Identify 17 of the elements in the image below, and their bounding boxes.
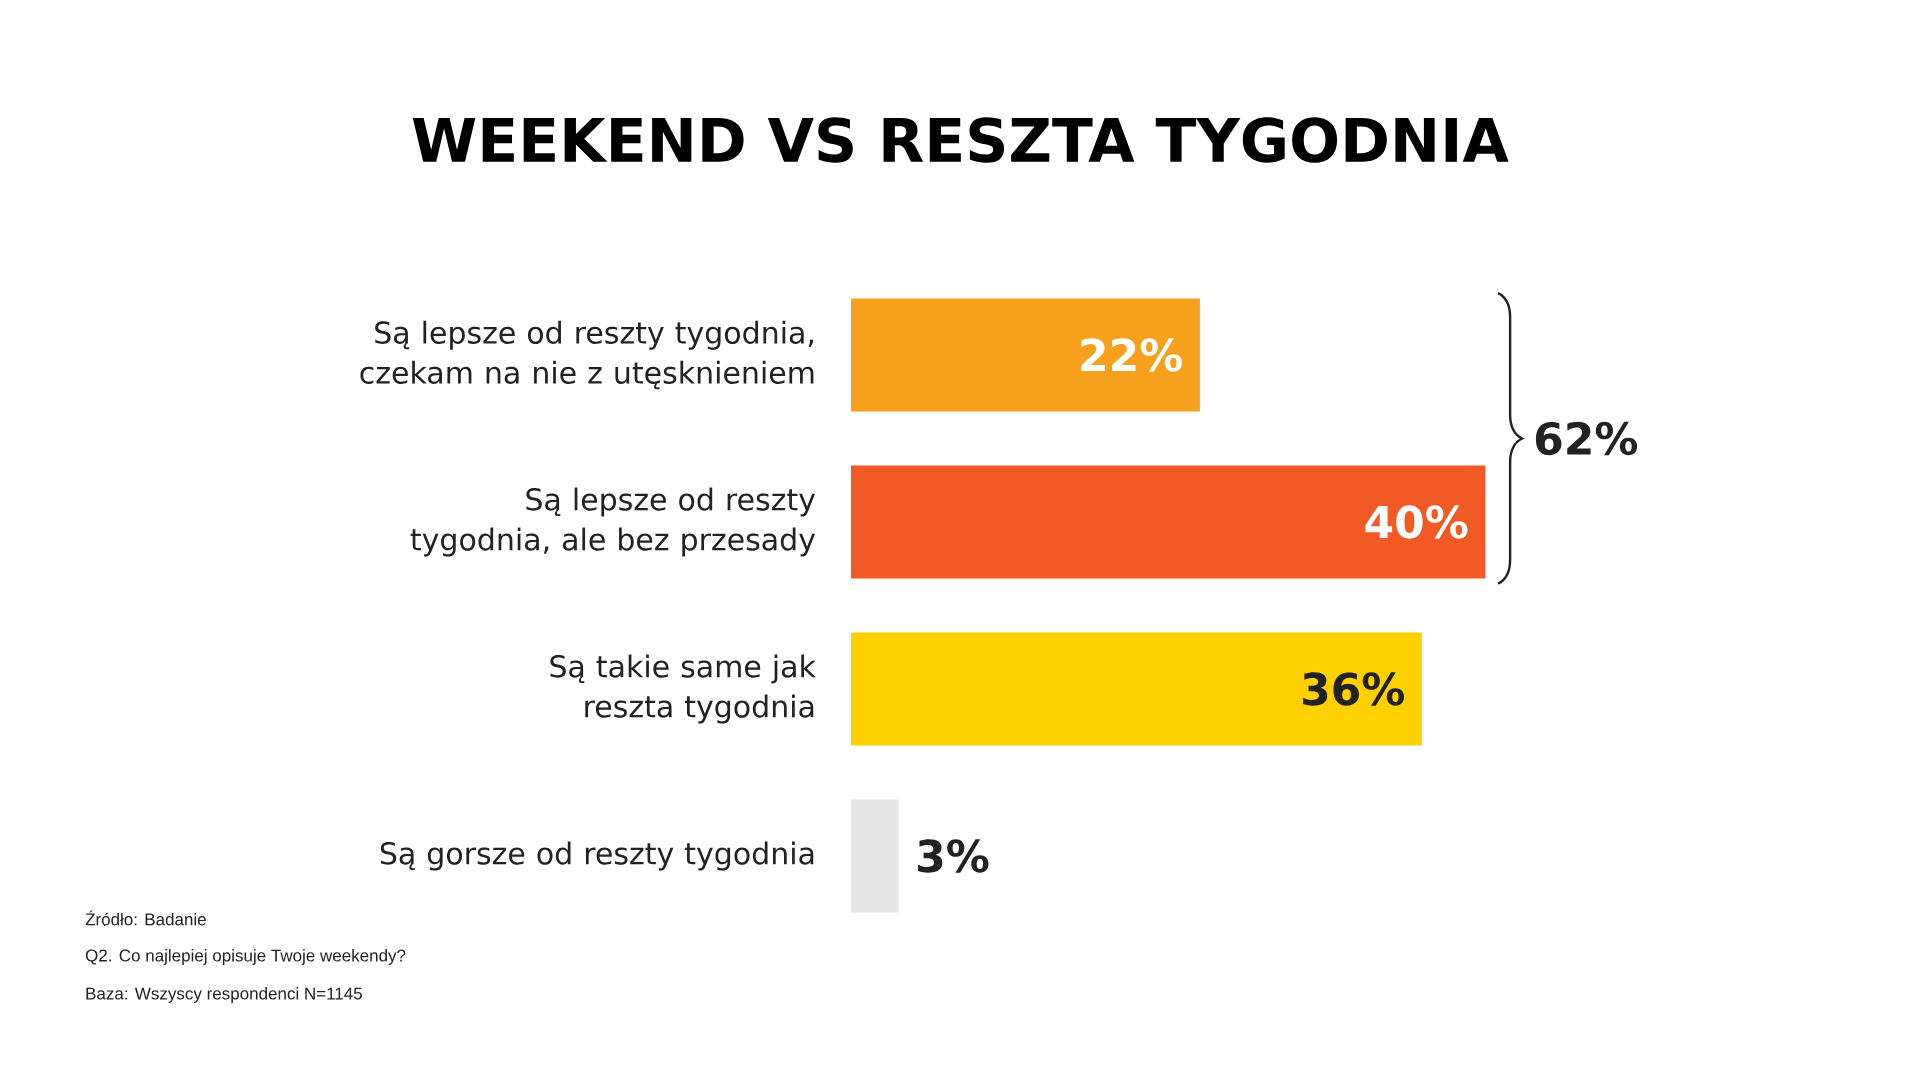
data-label: 3% [918,839,989,873]
y-tick-label: Są lepsze od reszty tygodnia, ale bez przesady [410,487,816,557]
y-tick-label: Są lepsze od reszty tygodnia, czekam na nie z utęsknieniem [360,320,814,390]
bar [851,298,1200,412]
bar [851,465,1486,579]
text: Baza: Wszyscy respondenci N=1145 [86,987,362,1003]
bar [851,799,899,913]
text: Q2. Co najlepiej opisuje Twoje weekendy? [85,949,406,965]
text: Źródło: Badanie [85,910,206,926]
y-tick-label: Są gorsze od reszty tygodnia [380,841,814,871]
y-tick-label: Są takie same jak reszta tygodnia [550,654,816,724]
text: 62% [1535,421,1638,456]
data-label: 40% [1365,505,1468,539]
chart-title: WEEKEND VS RESZTA TYGODNIA [412,117,1509,163]
bar [851,632,1422,746]
data-label: 22% [1081,338,1182,372]
data-label: 36% [1303,672,1405,706]
